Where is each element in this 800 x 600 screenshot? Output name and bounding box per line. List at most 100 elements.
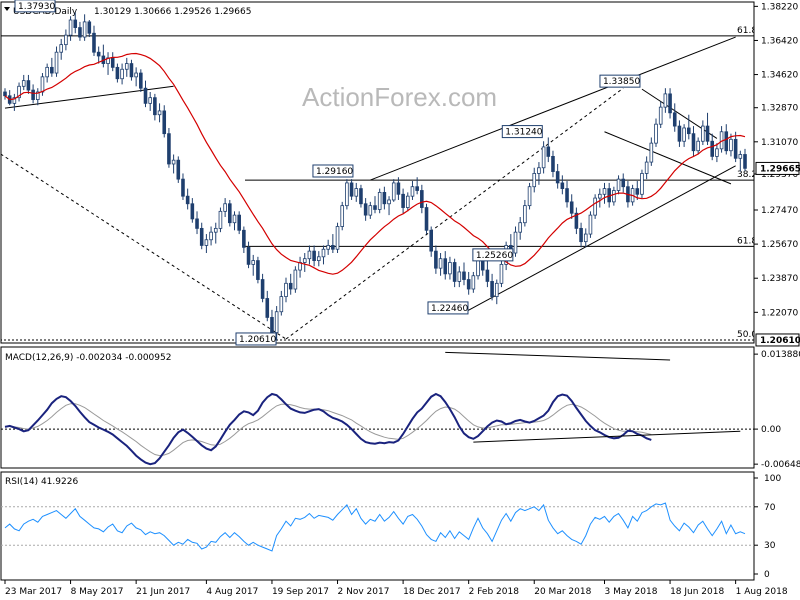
candle-up xyxy=(40,76,45,93)
candle-up xyxy=(134,72,138,78)
candle-down xyxy=(672,112,677,127)
candle-down xyxy=(434,250,438,269)
candle-up xyxy=(541,146,546,169)
price-annotation: 1.33850 xyxy=(603,77,640,87)
x-tick-label: 19 Sep 2017 xyxy=(272,587,329,597)
rsi-y-tick-label: 0 xyxy=(764,570,770,580)
dropdown-triangle-icon[interactable] xyxy=(4,7,10,11)
candle-up xyxy=(284,282,288,297)
candle-up xyxy=(317,256,321,261)
moving-average-line xyxy=(4,52,746,275)
x-axis: 23 Mar 2017 8 May 2017 21 Jun 2017 4 Aug 20… xyxy=(4,580,788,597)
candle-down xyxy=(621,178,626,188)
macd-trend-line xyxy=(445,351,671,361)
main-y-axis: 1.38220 1.36420 1.34620 1.32870 1.31070 1.293… xyxy=(754,2,800,347)
rsi-y-axis: 100 70 30 0 xyxy=(754,474,781,580)
macd-y-tick-label: 0.013880 xyxy=(761,350,800,360)
candle-down xyxy=(237,214,241,231)
price-annotation-box xyxy=(599,74,641,88)
y-tick-label: 1.29370 xyxy=(761,170,798,180)
candle-up xyxy=(537,167,541,174)
candle-down xyxy=(452,262,457,282)
candle-down xyxy=(705,125,710,142)
candle-down xyxy=(50,66,54,74)
candle-down xyxy=(265,298,270,318)
price-annotation-box xyxy=(472,248,514,262)
candle-up xyxy=(649,142,654,163)
candle-down xyxy=(246,246,251,265)
candle-up xyxy=(213,227,218,233)
moving-average xyxy=(4,52,746,275)
candle-down xyxy=(635,188,640,195)
macd-line xyxy=(4,392,652,466)
candle-down xyxy=(359,188,363,205)
candle-down xyxy=(153,97,157,116)
candle-down xyxy=(288,282,293,290)
price-tag-box xyxy=(755,333,800,347)
trend-lines xyxy=(1,36,736,340)
candle-down xyxy=(574,212,579,229)
candle-down xyxy=(195,218,199,229)
price-tag-label: 1.20610 xyxy=(760,336,800,346)
candle-up xyxy=(59,44,63,53)
candle-up xyxy=(335,226,340,250)
price-annotation-box xyxy=(312,164,354,178)
candle-up xyxy=(251,260,256,265)
trend-line xyxy=(463,165,736,314)
candle-down xyxy=(382,191,387,205)
candle-down xyxy=(462,271,466,280)
candle-up xyxy=(171,159,176,165)
macd-panel xyxy=(0,346,755,469)
y-tick-label: 1.34620 xyxy=(761,71,798,81)
candle-down xyxy=(677,125,682,142)
candle-down xyxy=(743,154,747,169)
candle-down xyxy=(443,258,448,275)
candle-up xyxy=(54,51,59,74)
candle-up xyxy=(696,140,700,152)
y-tick-label: 1.23870 xyxy=(761,274,798,284)
candle-up xyxy=(583,233,588,243)
price-annotation: 1.22460 xyxy=(431,304,468,314)
rsi-y-tick-label: 30 xyxy=(764,541,776,551)
fib-level-label: 61.8 xyxy=(737,236,757,246)
candle-down xyxy=(31,89,35,100)
candle-down xyxy=(110,57,115,68)
x-tick-label: 18 Jun 2018 xyxy=(670,587,724,597)
candle-up xyxy=(598,193,602,199)
x-tick-label: 1 Aug 2018 xyxy=(736,587,788,597)
price-annotation-box xyxy=(235,332,277,346)
rsi-line xyxy=(4,502,746,552)
candle-up xyxy=(82,21,87,38)
candle-down xyxy=(429,229,433,252)
candle-down xyxy=(565,188,569,203)
candle-up xyxy=(410,186,415,197)
candle-up xyxy=(274,311,279,333)
candle-up xyxy=(340,205,345,227)
candle-up xyxy=(387,199,391,205)
x-tick-label: 8 May 2017 xyxy=(71,587,124,597)
candle-up xyxy=(471,275,476,290)
candle-up xyxy=(391,182,396,201)
price-annotation: 1.37930 xyxy=(18,2,55,12)
candle-down xyxy=(242,229,246,248)
candle-down xyxy=(485,269,490,282)
candle-up xyxy=(616,178,621,191)
price-annotations: 1.37930 1.33850 1.31240 1.29160 1.25260 1.224… xyxy=(14,0,641,346)
candle-up xyxy=(68,19,73,36)
candle-up xyxy=(518,222,522,233)
candle-down xyxy=(363,203,368,216)
candle-down xyxy=(420,190,424,208)
candle-down xyxy=(190,203,195,220)
candle-up xyxy=(663,93,668,108)
macd-y-tick-label: -0.006487 xyxy=(761,460,800,470)
candle-up xyxy=(279,296,284,313)
candle-up xyxy=(218,210,223,229)
candle-up xyxy=(64,34,68,46)
candle-down xyxy=(228,203,232,224)
candle-up xyxy=(326,245,330,250)
candle-down xyxy=(551,155,555,172)
candle-up xyxy=(499,263,504,284)
candle-down xyxy=(270,317,274,333)
y-tick-label: 1.32870 xyxy=(761,104,798,114)
watermark: ActionForex.com xyxy=(302,82,497,112)
